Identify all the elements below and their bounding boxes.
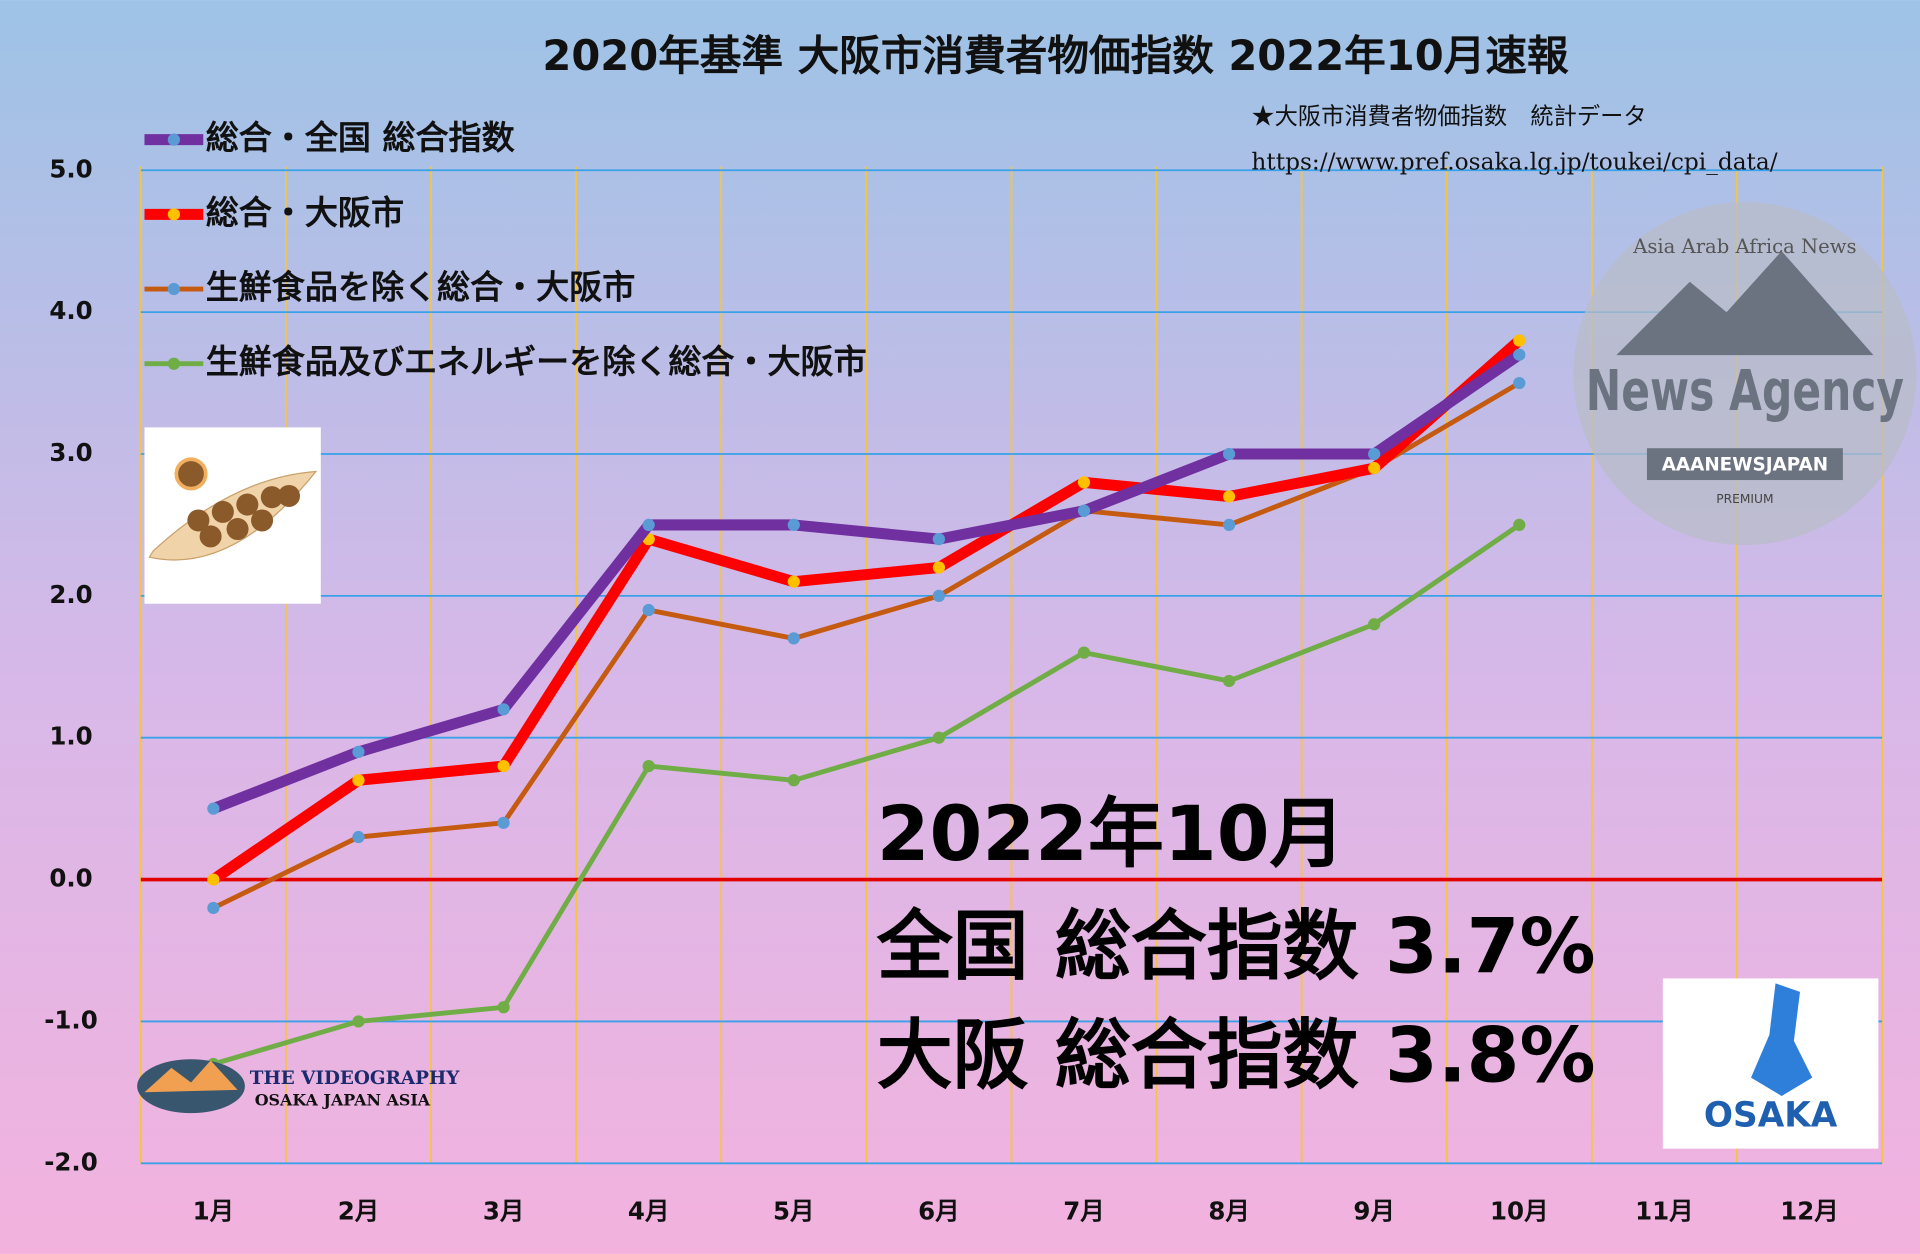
point bbox=[497, 703, 510, 716]
y-tick-label: 1.0 bbox=[49, 722, 92, 751]
x-tick-label: 11月 bbox=[1635, 1196, 1694, 1225]
source: ★大阪市消費者物価指数 統計データ bbox=[1251, 103, 1646, 130]
point bbox=[932, 589, 945, 602]
x-tick-label: 3月 bbox=[483, 1196, 525, 1225]
point bbox=[352, 830, 365, 844]
x-tick-label: 9月 bbox=[1353, 1196, 1395, 1225]
x-tick-label: 5月 bbox=[773, 1196, 815, 1225]
point bbox=[497, 759, 510, 773]
legend-marker bbox=[167, 133, 180, 146]
point bbox=[1077, 646, 1091, 659]
y-tick-label: 4.0 bbox=[49, 296, 92, 325]
series-line bbox=[212, 380, 1521, 911]
annotation: 大阪 総合指数 3.8% bbox=[877, 1011, 1596, 1099]
logo-text: THE VIDEOGRAPHY bbox=[250, 1068, 460, 1089]
x-tick-label: 12月 bbox=[1780, 1196, 1839, 1225]
point bbox=[1222, 447, 1236, 461]
point bbox=[1513, 334, 1526, 347]
point bbox=[207, 901, 220, 915]
y-tick-label: 3.0 bbox=[49, 438, 92, 467]
series-line bbox=[212, 522, 1521, 1067]
legend-marker bbox=[167, 208, 180, 221]
point bbox=[1368, 462, 1381, 475]
x-tick-label: 2月 bbox=[338, 1196, 380, 1225]
point bbox=[497, 816, 510, 829]
point bbox=[787, 774, 800, 787]
osaka-logo: OSAKA bbox=[1662, 978, 1879, 1149]
agency-logo: Asia Arab Africa News News Agency AAANEW… bbox=[1573, 202, 1917, 545]
point bbox=[1513, 376, 1526, 390]
point bbox=[787, 575, 800, 588]
logo-text: PREMIUM bbox=[1716, 492, 1773, 506]
point bbox=[932, 731, 945, 744]
legend-marker bbox=[167, 282, 180, 296]
point bbox=[1513, 348, 1526, 361]
x-tick-label: 1月 bbox=[193, 1196, 234, 1225]
legend-label: 総合・大阪市 bbox=[206, 193, 404, 232]
takoyaki-image bbox=[144, 427, 321, 604]
y-tick-label: -2.0 bbox=[44, 1147, 98, 1176]
point bbox=[207, 873, 220, 886]
point bbox=[787, 518, 800, 532]
point bbox=[1513, 518, 1526, 532]
point bbox=[352, 1015, 365, 1028]
point bbox=[1368, 618, 1381, 631]
point bbox=[642, 603, 655, 617]
point bbox=[1077, 504, 1091, 517]
videography-logo: THE VIDEOGRAPHY OSAKA JAPAN ASIA bbox=[137, 1059, 460, 1114]
y-tick-label: 2.0 bbox=[49, 580, 92, 609]
logo-text: News Agency bbox=[1586, 359, 1904, 424]
chart-title: 2020年基準 大阪市消費者物価指数 2022年10月速報 bbox=[542, 31, 1569, 80]
point bbox=[642, 759, 655, 773]
source-url: https://www.pref.osaka.lg.jp/toukei/cpi_… bbox=[1251, 148, 1777, 175]
point bbox=[1222, 518, 1236, 532]
point bbox=[1222, 490, 1236, 503]
x-tick-label: 6月 bbox=[918, 1196, 960, 1225]
point bbox=[497, 1001, 510, 1014]
x-tick-label: 10月 bbox=[1490, 1196, 1549, 1225]
annotation: 全国 総合指数 3.7% bbox=[876, 902, 1596, 990]
point bbox=[787, 632, 800, 645]
point bbox=[1368, 447, 1381, 461]
x-tick-label: 8月 bbox=[1208, 1196, 1250, 1225]
legend: 総合・全国 総合指数総合・大阪市生鮮食品を除く総合・大阪市生鮮食品及びエネルギー… bbox=[144, 118, 867, 381]
logo-text: OSAKA bbox=[1704, 1095, 1838, 1135]
logo-text: OSAKA JAPAN ASIA bbox=[255, 1090, 431, 1109]
logo-text: Asia Arab Africa News bbox=[1632, 235, 1856, 258]
point bbox=[1222, 674, 1236, 688]
y-tick-label: 0.0 bbox=[49, 864, 92, 893]
legend-label: 生鮮食品及びエネルギーを除く総合・大阪市 bbox=[206, 342, 867, 381]
lines bbox=[207, 334, 1526, 1071]
point bbox=[642, 518, 655, 532]
point bbox=[207, 802, 220, 815]
y-tick-label: 5.0 bbox=[49, 154, 92, 183]
y-tick-label: -1.0 bbox=[44, 1005, 98, 1034]
legend-label: 生鮮食品を除く総合・大阪市 bbox=[206, 268, 636, 307]
point bbox=[352, 774, 365, 787]
series-line bbox=[211, 350, 1523, 814]
x-tick-label: 7月 bbox=[1063, 1196, 1105, 1225]
point bbox=[932, 532, 945, 546]
x-tick-label: 4月 bbox=[628, 1196, 669, 1225]
point bbox=[352, 745, 365, 759]
logo-text: AAANEWSJAPAN bbox=[1662, 454, 1828, 475]
point bbox=[932, 561, 945, 574]
series-line bbox=[210, 336, 1523, 885]
annotation: 2022年10月 bbox=[877, 790, 1346, 878]
legend-label: 総合・全国 総合指数 bbox=[206, 118, 516, 157]
legend-marker bbox=[167, 357, 180, 370]
point bbox=[1077, 476, 1091, 489]
